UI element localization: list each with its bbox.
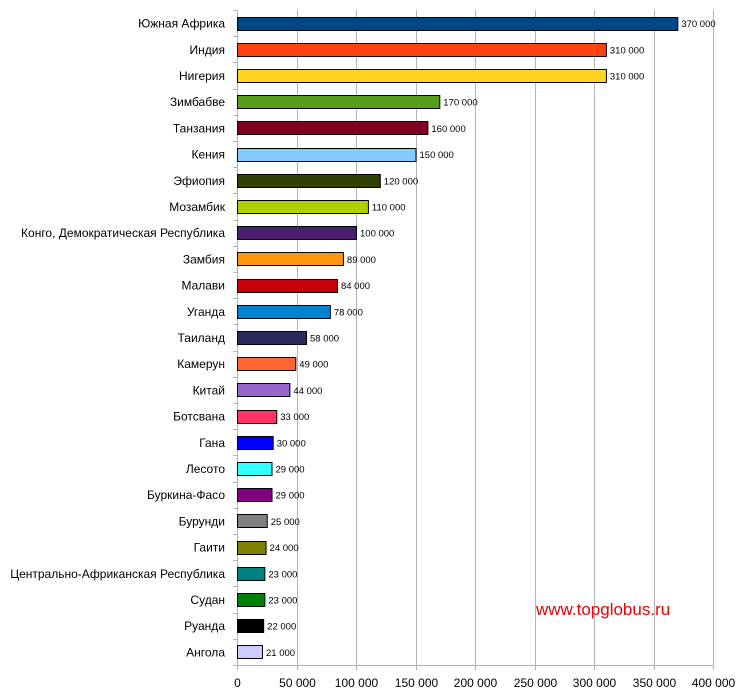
value-label: 100 000 — [360, 229, 394, 240]
value-label: 78 000 — [334, 307, 363, 318]
bar — [237, 226, 357, 240]
category-label: Малави — [181, 279, 225, 293]
bar — [237, 252, 344, 266]
x-tick-label: 100 000 — [335, 676, 379, 690]
bar — [237, 200, 369, 214]
category-label: Камерун — [177, 357, 225, 371]
bar — [237, 383, 291, 397]
category-label: Таиланд — [178, 331, 225, 345]
value-label: 23 000 — [268, 596, 297, 607]
bar — [237, 279, 338, 293]
bar — [237, 95, 441, 109]
category-label: Уганда — [187, 305, 226, 319]
value-label: 30 000 — [277, 438, 306, 449]
category-label: Замбия — [183, 252, 225, 266]
bar — [237, 17, 679, 31]
bar — [237, 121, 429, 135]
category-label: Южная Африка — [138, 17, 225, 31]
x-tick-label: 350 000 — [633, 676, 677, 690]
bar — [237, 305, 331, 319]
x-tick-label: 250 000 — [514, 676, 558, 690]
watermark-text: www.topglobus.ru — [536, 600, 671, 619]
value-label: 370 000 — [681, 19, 715, 30]
x-tick-label: 150 000 — [395, 676, 439, 690]
value-label: 150 000 — [420, 150, 454, 161]
value-label: 23 000 — [268, 569, 297, 580]
category-label: Лесото — [186, 462, 225, 476]
value-label: 49 000 — [299, 360, 328, 371]
value-label: 58 000 — [310, 334, 339, 345]
category-label: Танзания — [173, 121, 225, 135]
value-label: 24 000 — [270, 543, 299, 554]
value-label: 110 000 — [372, 203, 406, 214]
x-tick-label: 200 000 — [454, 676, 498, 690]
value-label: 44 000 — [293, 386, 322, 397]
category-label: Руанда — [184, 619, 225, 633]
category-label: Ангола — [186, 645, 225, 659]
value-label: 89 000 — [347, 255, 376, 266]
category-label: Эфиопия — [173, 174, 225, 188]
x-tick-label: 50 000 — [279, 676, 316, 690]
category-label: Зимбабве — [170, 95, 225, 109]
x-tick-label: 300 000 — [573, 676, 617, 690]
category-label: Центрально-Африканская Республика — [10, 567, 225, 581]
x-tick-label: 400 000 — [692, 676, 736, 690]
value-label: 22 000 — [267, 622, 296, 633]
category-label: Конго, Демократическая Республика — [21, 226, 225, 240]
value-label: 33 000 — [280, 412, 309, 423]
value-label: 84 000 — [341, 281, 370, 292]
category-label: Индия — [190, 43, 225, 57]
bar — [237, 148, 417, 162]
category-label: Буркина-Фасо — [147, 488, 225, 502]
bar — [237, 357, 297, 371]
bar — [237, 593, 266, 607]
x-tick-label: 0 — [234, 676, 241, 690]
category-label: Нигерия — [179, 69, 225, 83]
bar — [237, 331, 308, 345]
category-label: Ботсвана — [173, 410, 225, 424]
category-label: Мозамбик — [169, 200, 226, 214]
bar — [237, 619, 265, 633]
bar — [237, 488, 273, 502]
bar — [237, 645, 263, 659]
bar — [237, 43, 607, 57]
bar — [237, 514, 268, 528]
bar — [237, 174, 381, 188]
value-label: 310 000 — [610, 45, 644, 56]
category-label: Кения — [192, 148, 226, 162]
value-label: 21 000 — [266, 648, 295, 659]
category-label: Гана — [199, 436, 225, 450]
value-label: 170 000 — [443, 98, 477, 109]
value-label: 29 000 — [276, 465, 305, 476]
category-label: Бурунди — [179, 514, 225, 528]
value-label: 310 000 — [610, 72, 644, 83]
bar — [237, 567, 266, 581]
bar — [237, 410, 278, 424]
bar — [237, 436, 274, 450]
bar — [237, 462, 273, 476]
category-label: Гаити — [194, 541, 225, 555]
category-label: Судан — [190, 593, 225, 607]
value-label: 160 000 — [431, 124, 465, 135]
value-label: 120 000 — [384, 176, 418, 187]
value-label: 25 000 — [271, 517, 300, 528]
category-label: Китай — [193, 383, 225, 397]
value-label: 29 000 — [276, 491, 305, 502]
bar — [237, 541, 267, 555]
bar — [237, 69, 607, 83]
